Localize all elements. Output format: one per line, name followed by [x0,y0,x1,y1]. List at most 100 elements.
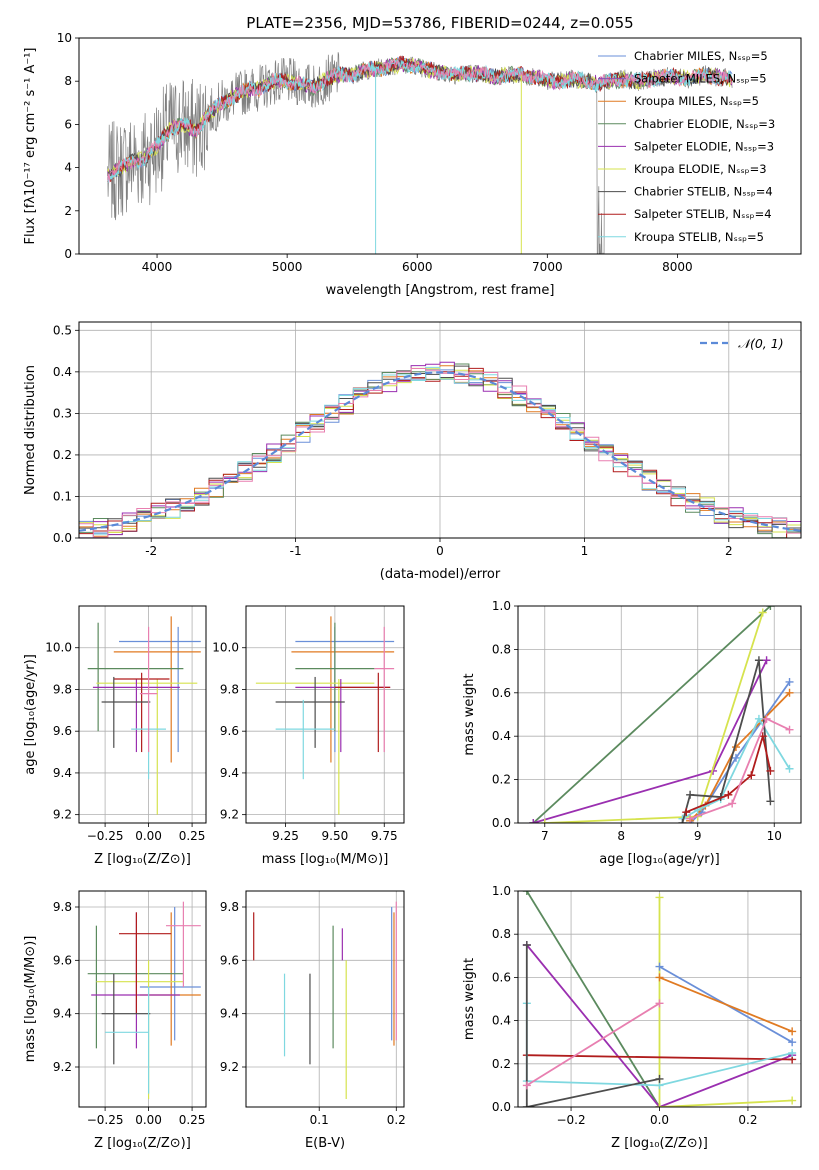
data-point [295,622,375,732]
weight-marker [522,941,531,949]
x-tick-label: 9.25 [272,829,299,843]
y-tick-label: 1.0 [492,884,511,898]
y-tick-label: 10.0 [45,641,72,655]
panel-age-vs-mass: 9.25 9.50 9.75 9.2 9.4 9.6 9.8 10.0 mass [log₁₀(… [212,605,405,867]
y-tick-label: 0.6 [492,970,511,984]
weight-marker [655,973,664,982]
residual-histogram [79,361,801,538]
y-tick-label: 9.8 [220,682,239,696]
figure-title: PLATE=2356, MJD=53786, FIBERID=0244, z=0… [246,14,633,32]
legend-entry: Salpeter ELODIE, Nₛₛₚ=3 [634,139,774,153]
y-tick-label: 0.0 [492,816,511,830]
weight-marker [529,819,538,823]
x-axis-label: wavelength [Angstrom, rest frame] [326,283,555,298]
panel-mass-vs-Z: −0.25 0.00 0.25 9.2 9.4 9.6 9.8 Z [log₁₀(Z/Z⊙)]… [23,890,207,1151]
y-tick-label: 0.4 [492,1014,511,1028]
data-point [374,626,395,753]
weight-marker [758,608,767,617]
x-tick-label: 10 [767,829,782,843]
data-point [96,679,198,815]
panel-residuals: -2 -1 0 1 2 0.0 0.1 0.2 0.3 0.4 0.5 (data-model)/er… [23,321,802,582]
x-tick-label: 7 [541,829,549,843]
x-tick-label: −0.25 [87,829,124,843]
gaussian-curve [79,371,801,532]
weight-marker [728,799,737,808]
y-tick-label: 0.1 [53,489,72,503]
y-tick-label: 0.5 [53,323,72,337]
x-tick-label: 5000 [272,260,303,274]
y-tick-label: 0.3 [53,406,72,420]
plot-area [107,52,733,254]
weight-series [526,944,793,1107]
y-tick-label: 0.8 [492,642,511,656]
data-point [295,679,391,753]
weight-marker [788,1038,797,1047]
x-axis-label: Z [log₁₀(Z/Z⊙)] [94,852,191,867]
y-tick-label: 0.6 [492,686,511,700]
weight-marker [682,808,691,817]
y-axis-label: Flux [fλ10⁻¹⁷ erg cm⁻² s⁻¹ A⁻¹] [23,48,38,245]
x-tick-label: 0.00 [135,1113,162,1127]
legend-entry: Salpeter MILES, Nₛₛₚ=5 [634,72,767,86]
weight-marker [766,797,775,806]
y-tick-label: 0.0 [53,531,72,545]
y-tick-label: 9.8 [53,900,72,914]
y-tick-label: 0.2 [492,773,511,787]
weight-marker [522,1103,531,1107]
data-point [87,925,184,1049]
weight-marker [678,819,687,823]
y-tick-label: 9.8 [220,900,239,914]
axes-frame [78,321,802,539]
x-axis-label: (data-model)/error [380,567,501,582]
x-tick-label: 8000 [662,260,693,274]
data-point [165,901,201,987]
data-point [334,672,391,753]
weight-marker [754,656,763,665]
x-tick-label: 8 [617,829,625,843]
data-point [113,616,201,763]
weight-marker [724,790,733,799]
legend: 𝒩(0, 1) [700,336,784,351]
axes-frame [245,605,405,824]
y-tick-label: 9.6 [220,953,239,967]
x-axis-label: E(B-V) [305,1136,345,1151]
y-tick-label: 10.0 [212,641,239,655]
data-point [119,912,172,1014]
legend-entry: Kroupa ELODIE, Nₛₛₚ=3 [634,162,767,176]
y-tick-label: 0.2 [492,1057,511,1071]
y-tick-label: 9.2 [53,1060,72,1074]
x-axis-label: mass [log₁₀(M/M⊙)] [262,852,389,867]
plot-area [79,606,206,823]
data-point [87,622,184,732]
y-tick-label: 0.8 [492,927,511,941]
y-tick-label: 9.2 [220,808,239,822]
x-tick-label: 7000 [532,260,563,274]
weight-marker [655,999,664,1008]
legend-entry: Salpeter STELIB, Nₛₛₚ=4 [634,207,772,221]
y-tick-label: 2 [64,204,72,218]
axes-frame [78,890,207,1108]
y-tick-label: 9.6 [53,953,72,967]
weight-series [525,945,660,1107]
data-point [275,676,345,748]
axes-frame [517,890,802,1108]
y-tick-label: 9.4 [53,1007,72,1021]
y-tick-label: 9.6 [220,724,239,738]
weight-marker [655,893,664,902]
legend-entry: Chabrier STELIB, Nₛₛₚ=4 [634,185,773,199]
y-tick-label: 9.8 [53,682,72,696]
weight-marker [754,714,763,723]
x-axis-label: Z [log₁₀(Z/Z⊙)] [94,1136,191,1151]
data-point [96,960,184,1099]
data-point [291,616,395,763]
panel-age-vs-Z: −0.25 0.00 0.25 9.2 9.4 9.6 9.8 10.0 Z [log₁₀(Z/… [23,605,207,867]
x-tick-label: 1 [581,544,589,558]
y-axis-label: age [log₁₀(age/yr)] [23,654,38,775]
legend-entry: Chabrier ELODIE, Nₛₛₚ=3 [634,117,775,131]
weight-marker [766,766,775,775]
weight-series [526,1054,793,1061]
weight-series [689,717,790,820]
y-tick-label: 10 [57,31,72,45]
y-tick-label: 0 [64,247,72,261]
y-tick-label: 1.0 [492,599,511,613]
